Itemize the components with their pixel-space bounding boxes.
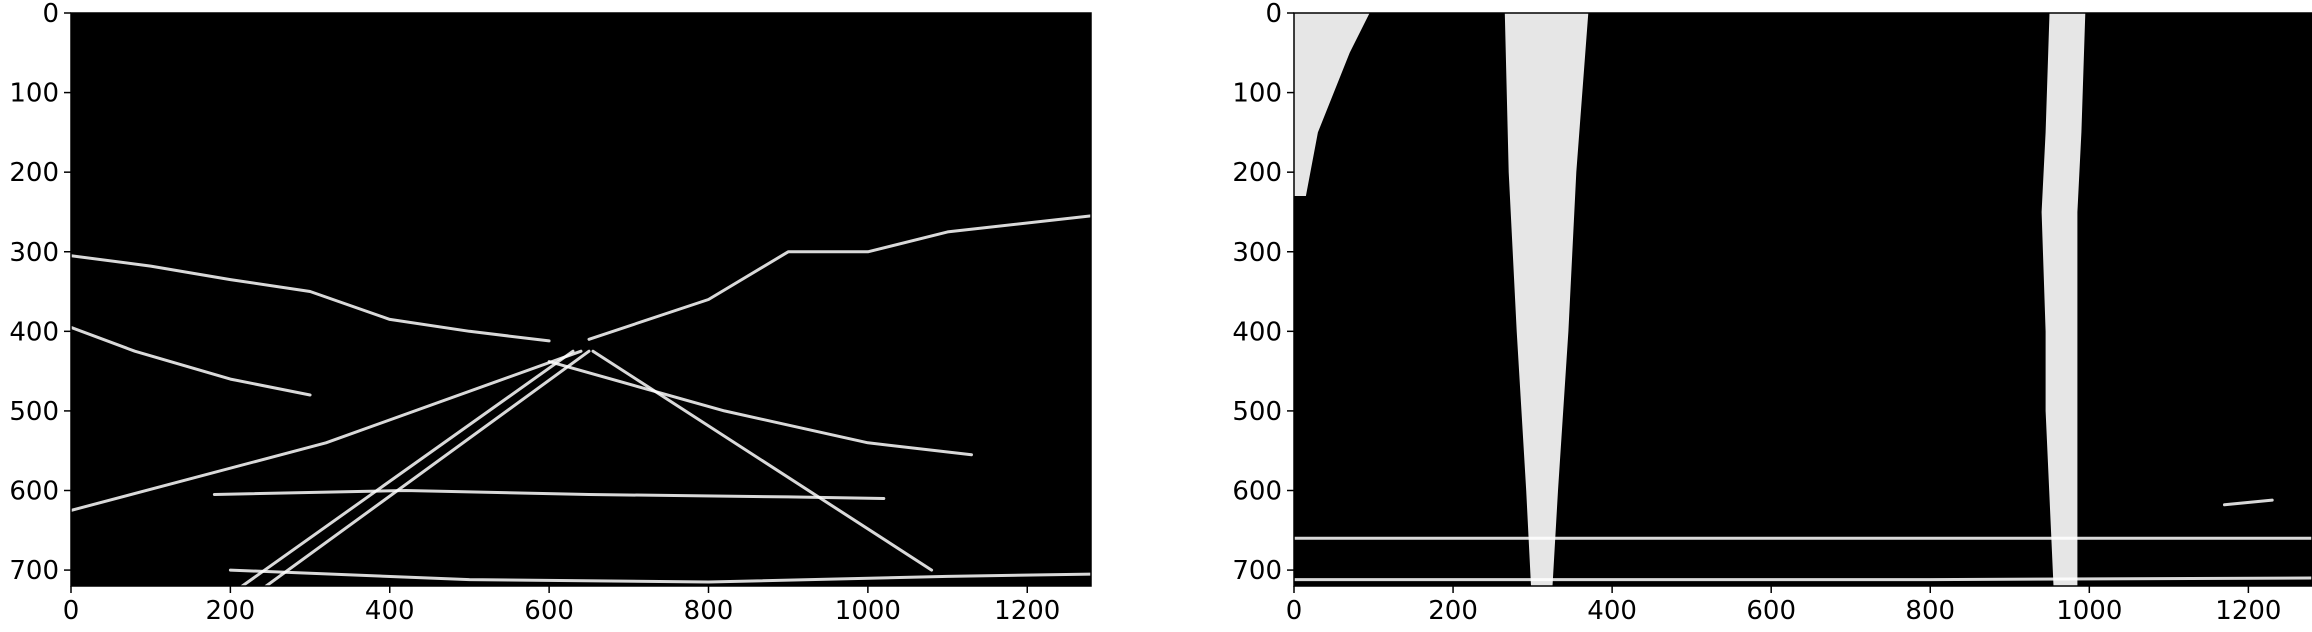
edge-curve-4 <box>71 325 312 397</box>
left-binary-edge-panel: 0 200 400 600 800 1000 1200 0 100 200 300 400 500 60… <box>9 0 1092 626</box>
edge-curve-5 <box>547 360 973 457</box>
edge-curve-1 <box>240 349 575 586</box>
left-panel-x-axis: 0 200 400 600 800 1000 1200 <box>63 586 1060 626</box>
y-tick-label-0: 0 <box>1265 0 1282 29</box>
y-tick-label-600: 600 <box>9 477 59 507</box>
x-tick-label-600: 600 <box>1746 596 1796 626</box>
x-tick-label-800: 800 <box>1905 596 1955 626</box>
x-tick-label-400: 400 <box>1587 596 1637 626</box>
x-tick-label-0: 0 <box>1286 596 1303 626</box>
right-panel-y-axis: 0 100 200 300 400 500 600 700 <box>1232 0 1294 586</box>
x-tick-label-1000: 1000 <box>2056 596 2122 626</box>
lane-band-0 <box>1504 13 1589 586</box>
edge-curve-9 <box>228 568 1091 584</box>
edge-curve-4 <box>1294 576 2312 582</box>
right-panel-x-axis: 0 200 400 600 800 1000 1200 <box>1286 586 2281 626</box>
y-tick-label-600: 600 <box>1232 477 1282 507</box>
x-tick-label-200: 200 <box>206 596 256 626</box>
lane-band-1 <box>2041 13 2086 586</box>
x-tick-label-1000: 1000 <box>835 596 901 626</box>
y-tick-label-700: 700 <box>9 556 59 586</box>
y-tick-label-0: 0 <box>42 0 59 29</box>
lane-band-2 <box>1294 13 1370 196</box>
y-tick-label-300: 300 <box>1232 238 1282 268</box>
x-tick-label-1200: 1200 <box>994 596 1060 626</box>
y-tick-label-400: 400 <box>9 317 59 347</box>
y-tick-label-300: 300 <box>9 238 59 268</box>
x-tick-label-200: 200 <box>1428 596 1478 626</box>
edge-curve-3 <box>591 349 934 572</box>
y-tick-label-100: 100 <box>9 79 59 109</box>
right-panel-lane-pixels <box>1294 13 2312 586</box>
edge-curve-2 <box>264 349 591 586</box>
left-panel-frame <box>70 12 1092 587</box>
edge-curve-6 <box>71 254 551 343</box>
right-panel-image-background <box>1294 13 2312 586</box>
y-tick-label-200: 200 <box>1232 158 1282 188</box>
edge-curve-7 <box>587 214 1091 341</box>
x-tick-label-800: 800 <box>684 596 734 626</box>
y-tick-label-100: 100 <box>1232 79 1282 109</box>
y-tick-label-400: 400 <box>1232 317 1282 347</box>
x-tick-label-0: 0 <box>63 596 80 626</box>
x-tick-label-400: 400 <box>365 596 415 626</box>
y-tick-label-500: 500 <box>1232 397 1282 427</box>
y-tick-label-500: 500 <box>9 397 59 427</box>
edge-curve-0 <box>71 349 583 512</box>
edge-curve-5 <box>2223 498 2274 507</box>
left-panel-edge-pixels <box>71 214 1091 586</box>
x-tick-label-1200: 1200 <box>2215 596 2281 626</box>
x-tick-label-600: 600 <box>524 596 574 626</box>
left-panel-y-axis: 0 100 200 300 400 500 600 700 <box>9 0 71 586</box>
right-panel-frame <box>1293 12 2312 587</box>
y-tick-label-700: 700 <box>1232 556 1282 586</box>
left-panel-image-background <box>71 13 1091 586</box>
y-tick-label-200: 200 <box>9 158 59 188</box>
edge-curve-8 <box>212 489 886 500</box>
right-warped-lane-panel: 0 200 400 600 800 1000 1200 0 100 200 300 400 500 60… <box>1232 0 2312 626</box>
